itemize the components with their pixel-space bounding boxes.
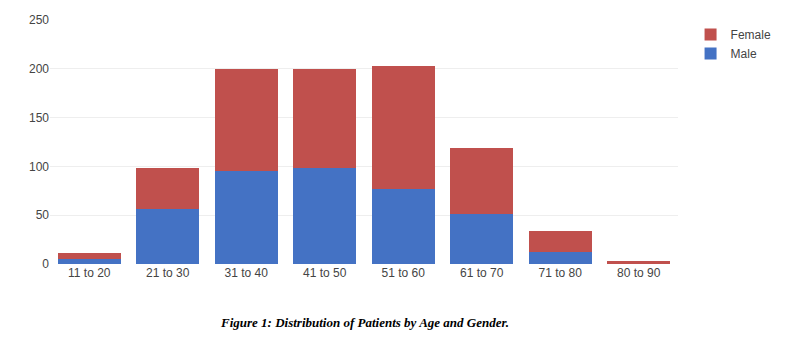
svg-text:31 to 40: 31 to 40 — [225, 266, 269, 280]
svg-text:11 to 20: 11 to 20 — [68, 266, 111, 280]
svg-text:21 to 30: 21 to 30 — [146, 266, 190, 280]
svg-text:0: 0 — [42, 257, 49, 271]
svg-text:Male: Male — [731, 47, 757, 61]
svg-text:100: 100 — [29, 160, 49, 174]
svg-text:80 to 90: 80 to 90 — [617, 266, 661, 280]
svg-text:Female: Female — [731, 28, 771, 42]
svg-text:41 to 50: 41 to 50 — [303, 266, 347, 280]
svg-text:51 to 60: 51 to 60 — [382, 266, 426, 280]
svg-text:50: 50 — [36, 208, 50, 222]
svg-text:61 to 70: 61 to 70 — [460, 266, 504, 280]
svg-text:150: 150 — [29, 111, 49, 125]
svg-text:71 to 80: 71 to 80 — [539, 266, 583, 280]
svg-text:250: 250 — [29, 13, 49, 27]
svg-text:200: 200 — [29, 62, 49, 76]
svg-text:Figure 1: Distribution of Pati: Figure 1: Distribution of Patients by Ag… — [220, 315, 509, 330]
